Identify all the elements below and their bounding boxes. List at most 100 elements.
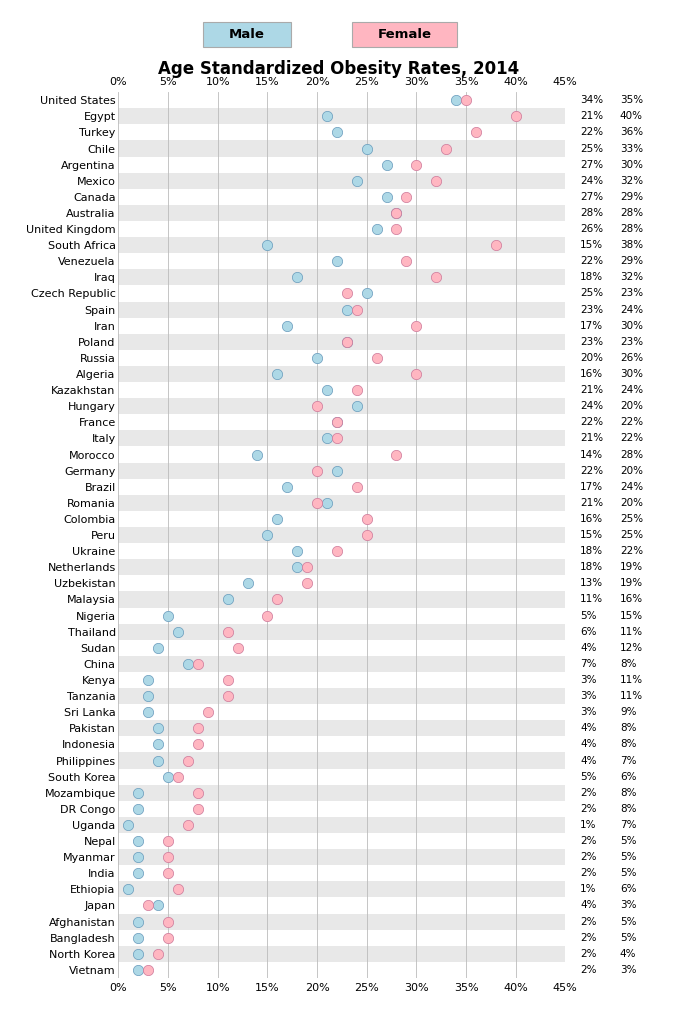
Bar (118, 607, 565, 624)
Text: 3%: 3% (620, 965, 636, 975)
Text: 27%: 27% (580, 191, 603, 202)
Bar (118, 350, 565, 366)
Point (192, 784, 203, 801)
Bar (118, 478, 565, 495)
Text: 2%: 2% (580, 933, 596, 943)
Bar (118, 592, 565, 607)
Point (322, 109, 332, 125)
Bar (118, 188, 565, 205)
Point (162, 833, 173, 849)
Bar (118, 253, 565, 269)
Text: 11%: 11% (620, 691, 643, 701)
Text: 2%: 2% (580, 852, 596, 862)
Point (192, 655, 203, 672)
Text: 28%: 28% (580, 208, 603, 218)
Bar (118, 511, 565, 527)
Point (322, 430, 332, 446)
Point (202, 703, 213, 720)
Point (362, 526, 372, 543)
Point (133, 913, 144, 930)
Point (162, 849, 173, 865)
Point (153, 720, 164, 736)
Point (183, 753, 194, 769)
Bar (118, 463, 565, 478)
Bar (118, 109, 565, 124)
Text: 19%: 19% (620, 579, 643, 589)
Text: 36%: 36% (620, 127, 643, 137)
Point (460, 92, 471, 109)
Point (292, 543, 303, 559)
Point (123, 817, 134, 834)
Text: 4%: 4% (580, 756, 596, 766)
Bar (118, 962, 565, 978)
Point (311, 463, 322, 479)
Text: 17%: 17% (580, 321, 603, 331)
Point (411, 157, 422, 173)
Text: 34%: 34% (580, 95, 603, 105)
Text: 33%: 33% (620, 143, 643, 154)
Text: 21%: 21% (580, 112, 603, 121)
Text: 28%: 28% (620, 208, 643, 218)
Bar (118, 430, 565, 446)
Bar (118, 543, 565, 559)
Text: 2%: 2% (580, 836, 596, 846)
Point (332, 414, 343, 430)
Bar (118, 817, 565, 833)
Bar (118, 575, 565, 592)
Text: 6%: 6% (620, 772, 636, 781)
Bar (118, 205, 565, 221)
Point (162, 913, 173, 930)
Bar (118, 946, 565, 962)
Text: 12%: 12% (620, 643, 643, 652)
Bar (118, 301, 565, 317)
Text: 24%: 24% (580, 176, 603, 185)
Point (173, 624, 183, 640)
Point (222, 688, 233, 705)
Text: 4%: 4% (580, 900, 596, 910)
Point (292, 269, 303, 286)
Text: 11%: 11% (620, 675, 643, 685)
Text: 32%: 32% (620, 176, 643, 185)
Point (153, 736, 164, 753)
Point (133, 930, 144, 946)
Bar (118, 366, 565, 382)
Text: 17%: 17% (580, 481, 603, 492)
Point (143, 897, 154, 913)
Point (341, 286, 352, 302)
Point (162, 607, 173, 624)
Point (351, 478, 362, 495)
Text: Age Standardized Obesity Rates, 2014: Age Standardized Obesity Rates, 2014 (158, 59, 519, 78)
Point (153, 945, 164, 962)
Text: 9%: 9% (620, 708, 636, 717)
Bar (118, 655, 565, 672)
Point (362, 511, 372, 527)
Text: 25%: 25% (620, 514, 643, 524)
Text: 4%: 4% (580, 739, 596, 750)
Bar (118, 640, 565, 655)
Point (173, 768, 183, 784)
Text: 4%: 4% (620, 949, 636, 958)
Bar (118, 382, 565, 398)
Bar (118, 495, 565, 511)
Bar (118, 157, 565, 173)
Text: 2%: 2% (580, 868, 596, 879)
Point (401, 253, 412, 269)
Text: 29%: 29% (620, 256, 643, 266)
Bar (118, 559, 565, 575)
Text: 26%: 26% (580, 224, 603, 234)
Point (332, 430, 343, 446)
Text: 28%: 28% (620, 450, 643, 460)
Text: 24%: 24% (620, 304, 643, 314)
Text: 20%: 20% (620, 498, 643, 508)
Text: 8%: 8% (620, 804, 636, 814)
Bar (118, 882, 565, 897)
Point (242, 575, 253, 592)
Text: 5%: 5% (580, 610, 596, 621)
Text: 25%: 25% (620, 530, 643, 540)
Point (143, 672, 154, 688)
Bar (118, 624, 565, 640)
Text: 7%: 7% (620, 820, 636, 829)
Text: 16%: 16% (620, 595, 643, 604)
Point (341, 334, 352, 350)
Point (351, 172, 362, 188)
